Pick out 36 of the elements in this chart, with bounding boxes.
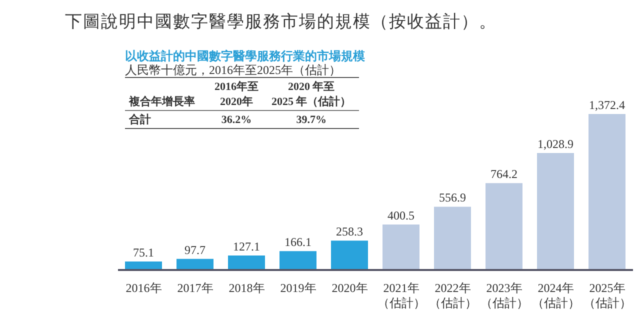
bar bbox=[228, 256, 265, 270]
data-label: 166.1 bbox=[284, 235, 312, 250]
data-label: 764.2 bbox=[490, 167, 518, 182]
bar bbox=[331, 240, 368, 270]
data-label: 75.1 bbox=[133, 245, 154, 260]
chart-title: 下圖說明中國數字醫學服務市場的規模（按收益計）。 bbox=[65, 11, 497, 33]
growth-rate-table: 複合年增長率 2016年至2020年 2020 年至2025 年（估計） 合計 36.2% 39.7% bbox=[125, 77, 359, 129]
y-axis-title: 人民幣十億元，2016年至2025年（估計） bbox=[125, 62, 341, 79]
x-tick-label: 2020年 bbox=[332, 281, 368, 295]
x-tick-label: 2025年（估計） bbox=[583, 281, 632, 310]
annotation: 36.2% bbox=[220, 112, 253, 128]
data-label: 400.5 bbox=[388, 208, 414, 222]
bar bbox=[537, 153, 574, 270]
x-tick-label: 2017年 bbox=[177, 281, 214, 295]
bar bbox=[486, 183, 522, 270]
bar bbox=[280, 251, 316, 270]
bar bbox=[434, 206, 471, 270]
data-label: 97.7 bbox=[184, 242, 206, 257]
x-tick-label: 2019年 bbox=[280, 281, 316, 295]
bar bbox=[176, 258, 214, 270]
x-tick-label: 2018年 bbox=[228, 281, 265, 295]
x-tick-label: 2023年（估計） bbox=[480, 281, 528, 310]
bar bbox=[382, 224, 420, 270]
annotation: 合計 bbox=[128, 112, 152, 128]
bar bbox=[588, 114, 626, 270]
chart-subtitle: 以收益計的中國數字醫學服務行業的市場規模 bbox=[125, 48, 365, 64]
data-label: 127.1 bbox=[233, 240, 260, 254]
data-label: 1,372.4 bbox=[589, 98, 625, 112]
annotation: 39.7% bbox=[295, 112, 328, 128]
x-tick-label: 2016年 bbox=[126, 281, 162, 295]
data-label: 556.9 bbox=[439, 190, 466, 205]
data-label: 258.3 bbox=[336, 224, 363, 239]
data-label: 1,028.9 bbox=[538, 137, 574, 152]
x-tick-label: 2021年（估計） bbox=[377, 281, 426, 310]
x-tick-label: 2024年（估計） bbox=[532, 281, 580, 310]
x-tick-label: 2022年（估計） bbox=[428, 281, 477, 310]
